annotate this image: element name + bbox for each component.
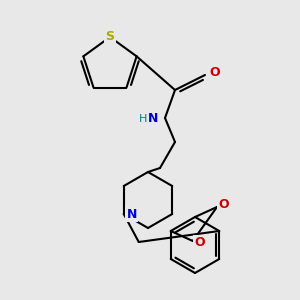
Text: O: O — [194, 236, 205, 250]
Text: S: S — [106, 31, 115, 44]
Text: O: O — [219, 199, 229, 212]
Text: O: O — [210, 67, 220, 80]
Text: N: N — [148, 112, 158, 124]
Text: N: N — [127, 208, 137, 220]
Text: H: H — [139, 114, 147, 124]
